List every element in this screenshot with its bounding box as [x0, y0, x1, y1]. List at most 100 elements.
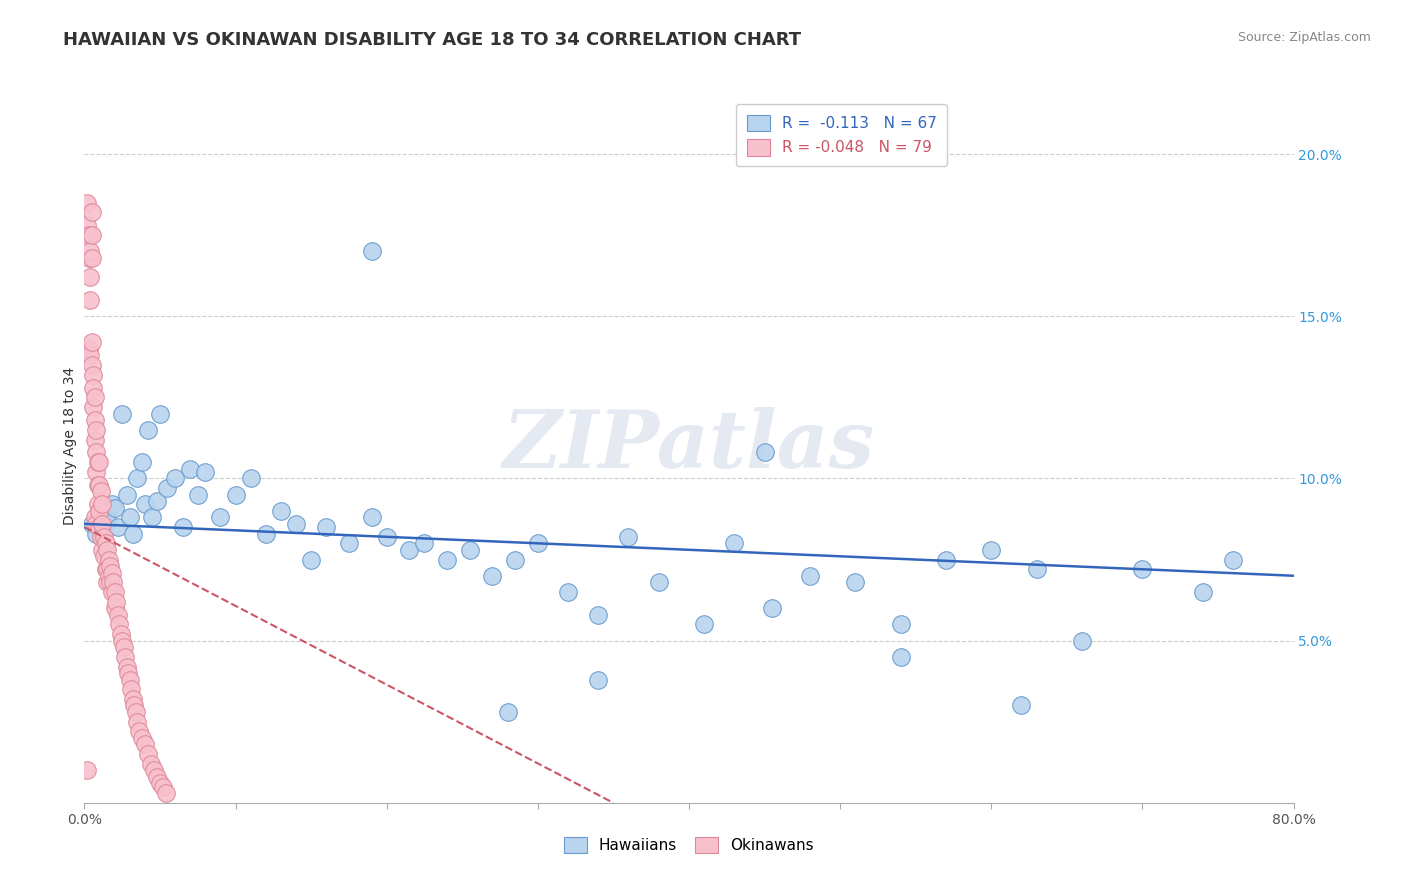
Point [89, 520, 111, 534]
Point [1011, 698, 1033, 713]
Point [117, 666, 139, 681]
Point [239, 471, 262, 485]
Point [91, 542, 114, 557]
Point [94, 562, 117, 576]
Point [77, 251, 100, 265]
Point [82, 381, 104, 395]
Point [96, 575, 118, 590]
Point [136, 423, 159, 437]
Point [105, 595, 128, 609]
Point [79, 270, 101, 285]
Point [94, 536, 117, 550]
Point [100, 585, 122, 599]
Point [118, 510, 141, 524]
Point [209, 510, 232, 524]
Point [86, 516, 108, 531]
Point [82, 368, 104, 382]
Point [723, 536, 745, 550]
Point [96, 542, 118, 557]
Point [285, 516, 308, 531]
Point [89, 510, 111, 524]
Point [89, 455, 111, 469]
Point [93, 549, 115, 564]
Point [91, 497, 114, 511]
Y-axis label: Disability Age 18 to 34: Disability Age 18 to 34 [63, 367, 77, 525]
Point [481, 568, 503, 582]
Point [96, 504, 118, 518]
Point [80, 205, 103, 219]
Point [1130, 562, 1153, 576]
Point [104, 500, 127, 515]
Point [315, 520, 337, 534]
Point [503, 552, 526, 566]
Point [270, 504, 292, 518]
Point [87, 497, 110, 511]
Point [1071, 633, 1094, 648]
Point [86, 445, 108, 459]
Point [100, 566, 122, 580]
Point [127, 471, 149, 485]
Point [97, 568, 120, 582]
Point [112, 640, 135, 654]
Point [118, 673, 141, 687]
Point [80, 228, 103, 243]
Point [93, 530, 115, 544]
Point [799, 568, 821, 582]
Text: Source: ZipAtlas.com: Source: ZipAtlas.com [1237, 31, 1371, 45]
Point [693, 617, 716, 632]
Point [110, 627, 132, 641]
Point [156, 481, 179, 495]
Point [436, 552, 458, 566]
Point [527, 536, 550, 550]
Point [79, 244, 101, 259]
Point [104, 585, 127, 599]
Point [96, 514, 118, 528]
Point [299, 552, 322, 566]
Point [136, 747, 159, 761]
Point [1192, 585, 1215, 599]
Point [360, 510, 382, 524]
Point [172, 520, 194, 534]
Point [337, 536, 360, 550]
Point [225, 488, 247, 502]
Point [1222, 552, 1244, 566]
Point [100, 497, 122, 511]
Point [588, 673, 610, 687]
Point [139, 756, 162, 771]
Point [134, 497, 156, 511]
Point [890, 649, 912, 664]
Point [84, 510, 107, 524]
Point [375, 530, 398, 544]
Point [86, 465, 108, 479]
Point [844, 575, 866, 590]
Point [121, 692, 143, 706]
Point [187, 488, 209, 502]
Point [108, 617, 131, 632]
Point [87, 455, 110, 469]
Point [114, 649, 136, 664]
Point [935, 552, 957, 566]
Point [86, 526, 108, 541]
Point [179, 461, 201, 475]
Point [101, 575, 124, 590]
Point [115, 488, 138, 502]
Point [115, 659, 138, 673]
Point [97, 552, 120, 566]
Point [79, 293, 101, 307]
Point [165, 471, 187, 485]
Point [91, 516, 114, 531]
Point [91, 530, 114, 544]
Text: HAWAIIAN VS OKINAWAN DISABILITY AGE 18 TO 34 CORRELATION CHART: HAWAIIAN VS OKINAWAN DISABILITY AGE 18 T… [63, 31, 801, 49]
Point [648, 575, 671, 590]
Point [107, 520, 129, 534]
Point [89, 504, 111, 518]
Point [79, 348, 101, 362]
Point [98, 575, 121, 590]
Point [80, 516, 103, 531]
Point [77, 342, 100, 356]
Point [398, 542, 420, 557]
Point [194, 465, 217, 479]
Point [84, 413, 107, 427]
Point [76, 219, 98, 233]
Point [131, 455, 153, 469]
